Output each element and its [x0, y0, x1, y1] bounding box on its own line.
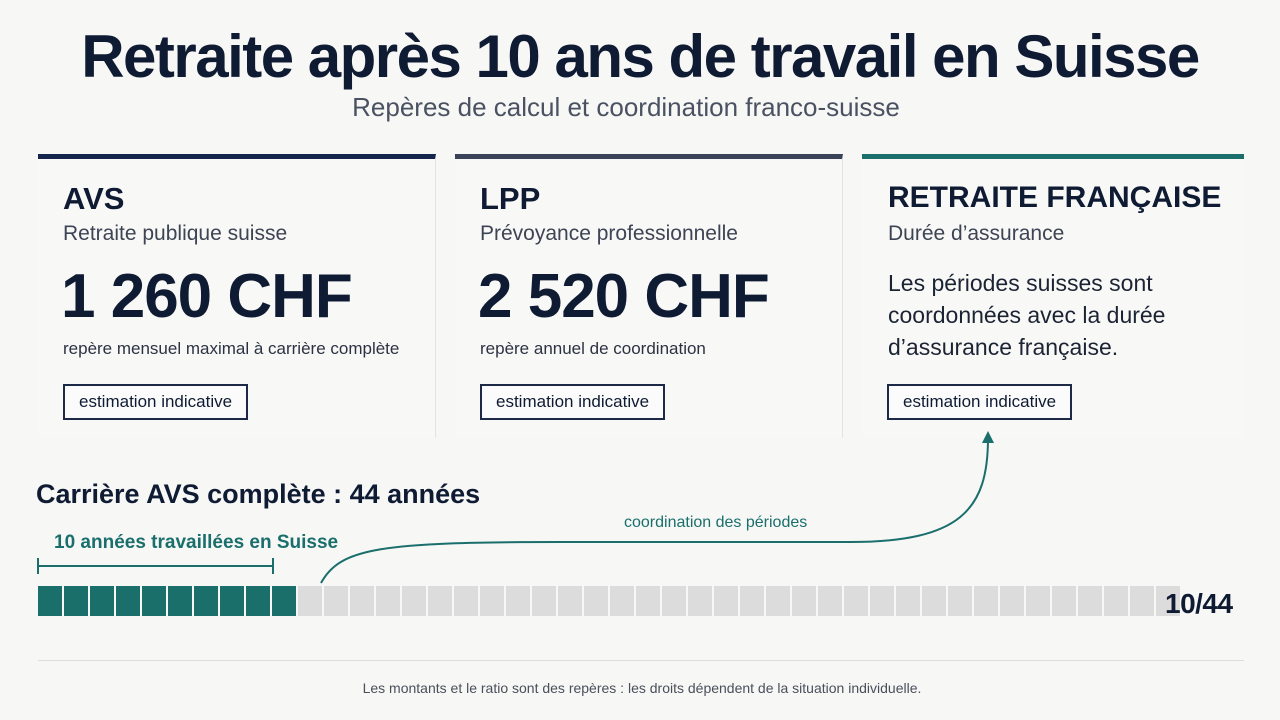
year-segment-empty [376, 586, 400, 616]
year-segment-empty [766, 586, 790, 616]
year-segment-empty [662, 586, 686, 616]
year-segment-empty [974, 586, 998, 616]
worked-years-bracket [37, 558, 274, 574]
card-amount: 2 520 CHF [478, 262, 770, 331]
year-segment-empty [1104, 586, 1128, 616]
years-ratio: 10/44 [1165, 588, 1233, 619]
card-subtitle: Prévoyance professionnelle [480, 222, 738, 245]
year-segment-worked [194, 586, 218, 616]
card-title: RETRAITE FRANÇAISE [888, 181, 1222, 214]
card-subtitle: Retraite publique suisse [63, 222, 288, 245]
year-segment-empty [844, 586, 868, 616]
year-segment-empty [1000, 586, 1024, 616]
year-segment-worked [220, 586, 244, 616]
worked-years-label: 10 années travaillées en Suisse [54, 532, 339, 553]
card-amount: 1 260 CHF [61, 262, 353, 331]
year-segment-empty [480, 586, 504, 616]
year-segment-empty [1078, 586, 1102, 616]
year-segment-empty [818, 586, 842, 616]
card-amount-note: repère annuel de coordination [480, 339, 706, 358]
coordination-label: coordination des périodes [624, 514, 808, 531]
year-segment-empty [324, 586, 348, 616]
year-segment-empty [610, 586, 634, 616]
card-title: AVS [63, 181, 125, 216]
career-title: Carrière AVS complète : 44 années [36, 479, 481, 509]
year-segment-empty [896, 586, 920, 616]
estimate-badge: estimation indicative [480, 384, 666, 420]
career-years-bar [38, 586, 1180, 616]
card-lpp: LPP Prévoyance professionnelle 2 520 CHF… [455, 154, 843, 438]
year-segment-empty [792, 586, 816, 616]
year-segment-empty [1130, 586, 1154, 616]
year-segment-empty [350, 586, 374, 616]
year-segment-worked [90, 586, 114, 616]
year-segment-empty [714, 586, 738, 616]
year-segment-worked [38, 586, 62, 616]
year-segment-empty [532, 586, 556, 616]
year-segment-empty [558, 586, 582, 616]
estimate-badge: estimation indicative [887, 384, 1073, 420]
year-segment-worked [142, 586, 166, 616]
year-segment-worked [272, 586, 296, 616]
page-title: Retraite après 10 ans de travail en Suis… [81, 23, 1200, 90]
year-segment-empty [584, 586, 608, 616]
year-segment-empty [1052, 586, 1076, 616]
year-segment-empty [1026, 586, 1050, 616]
card-title: LPP [480, 181, 541, 216]
year-segment-empty [1156, 586, 1180, 616]
year-segment-empty [948, 586, 972, 616]
year-segment-empty [922, 586, 946, 616]
year-segment-empty [402, 586, 426, 616]
estimate-badge: estimation indicative [63, 384, 249, 420]
card-avs: AVS Retraite publique suisse 1 260 CHF r… [38, 154, 436, 438]
year-segment-worked [246, 586, 270, 616]
year-segment-worked [64, 586, 88, 616]
year-segment-empty [298, 586, 322, 616]
card-retraite-francaise: RETRAITE FRANÇAISE Durée d’assurance Les… [862, 154, 1244, 438]
footnote: Les montants et le ratio sont des repère… [362, 680, 922, 696]
card-body-text: Les périodes suisses sont coordonnées av… [888, 270, 1166, 360]
year-segment-empty [636, 586, 660, 616]
year-segment-worked [116, 586, 140, 616]
year-segment-worked [168, 586, 192, 616]
year-segment-empty [688, 586, 712, 616]
year-segment-empty [428, 586, 452, 616]
year-segment-empty [506, 586, 530, 616]
year-segment-empty [740, 586, 764, 616]
footer-divider [38, 660, 1244, 661]
year-segment-empty [870, 586, 894, 616]
card-amount-note: repère mensuel maximal à carrière complè… [63, 339, 400, 358]
card-subtitle: Durée d’assurance [888, 222, 1065, 245]
year-segment-empty [454, 586, 478, 616]
page-subtitle: Repères de calcul et coordination franco… [352, 92, 900, 122]
